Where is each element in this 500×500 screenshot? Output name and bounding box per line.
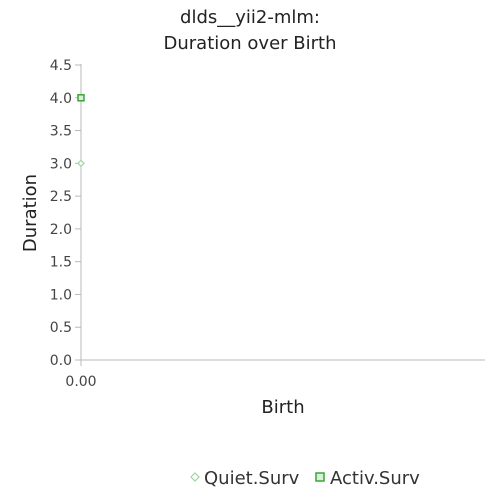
- point-quiet-surv: [77, 159, 85, 168]
- legend-marker-quiet-surv: [190, 472, 200, 482]
- y-tick-label: 4.5: [50, 58, 72, 74]
- legend: Quiet.Surv Activ.Surv: [190, 468, 420, 489]
- point-activ-surv: [77, 94, 85, 102]
- legend-label-quiet-surv: Quiet.Surv: [204, 468, 300, 489]
- y-tick-label: 0.5: [50, 320, 72, 336]
- legend-label-activ-surv: Activ.Surv: [330, 468, 420, 489]
- y-tick-label: 3.0: [50, 156, 72, 172]
- y-tick-label: 1.0: [50, 287, 72, 303]
- chart-title-line-1: dlds__yii2-mlm:: [180, 7, 320, 28]
- x-axis-title: Birth: [261, 397, 304, 418]
- y-tick-label: 0.0: [50, 353, 72, 369]
- legend-marker-activ-surv: [315, 472, 325, 482]
- y-axis-title: Duration: [20, 174, 41, 252]
- y-tick-label: 4.0: [50, 91, 72, 107]
- y-tick-label: 2.0: [50, 222, 72, 238]
- y-tick-label: 1.5: [50, 255, 72, 271]
- axes: [80, 64, 485, 361]
- chart-title-line-2: Duration over Birth: [164, 33, 337, 54]
- y-tick-label: 2.5: [50, 189, 72, 205]
- x-tick-label: 0.00: [65, 374, 96, 390]
- y-tick-label: 3.5: [50, 124, 72, 140]
- ticks: 0.0 0.5 1.0 1.5 2.0 2.5 3.0 3.5 4.0 4.5 0.00: [50, 58, 97, 390]
- data-points: [77, 94, 85, 168]
